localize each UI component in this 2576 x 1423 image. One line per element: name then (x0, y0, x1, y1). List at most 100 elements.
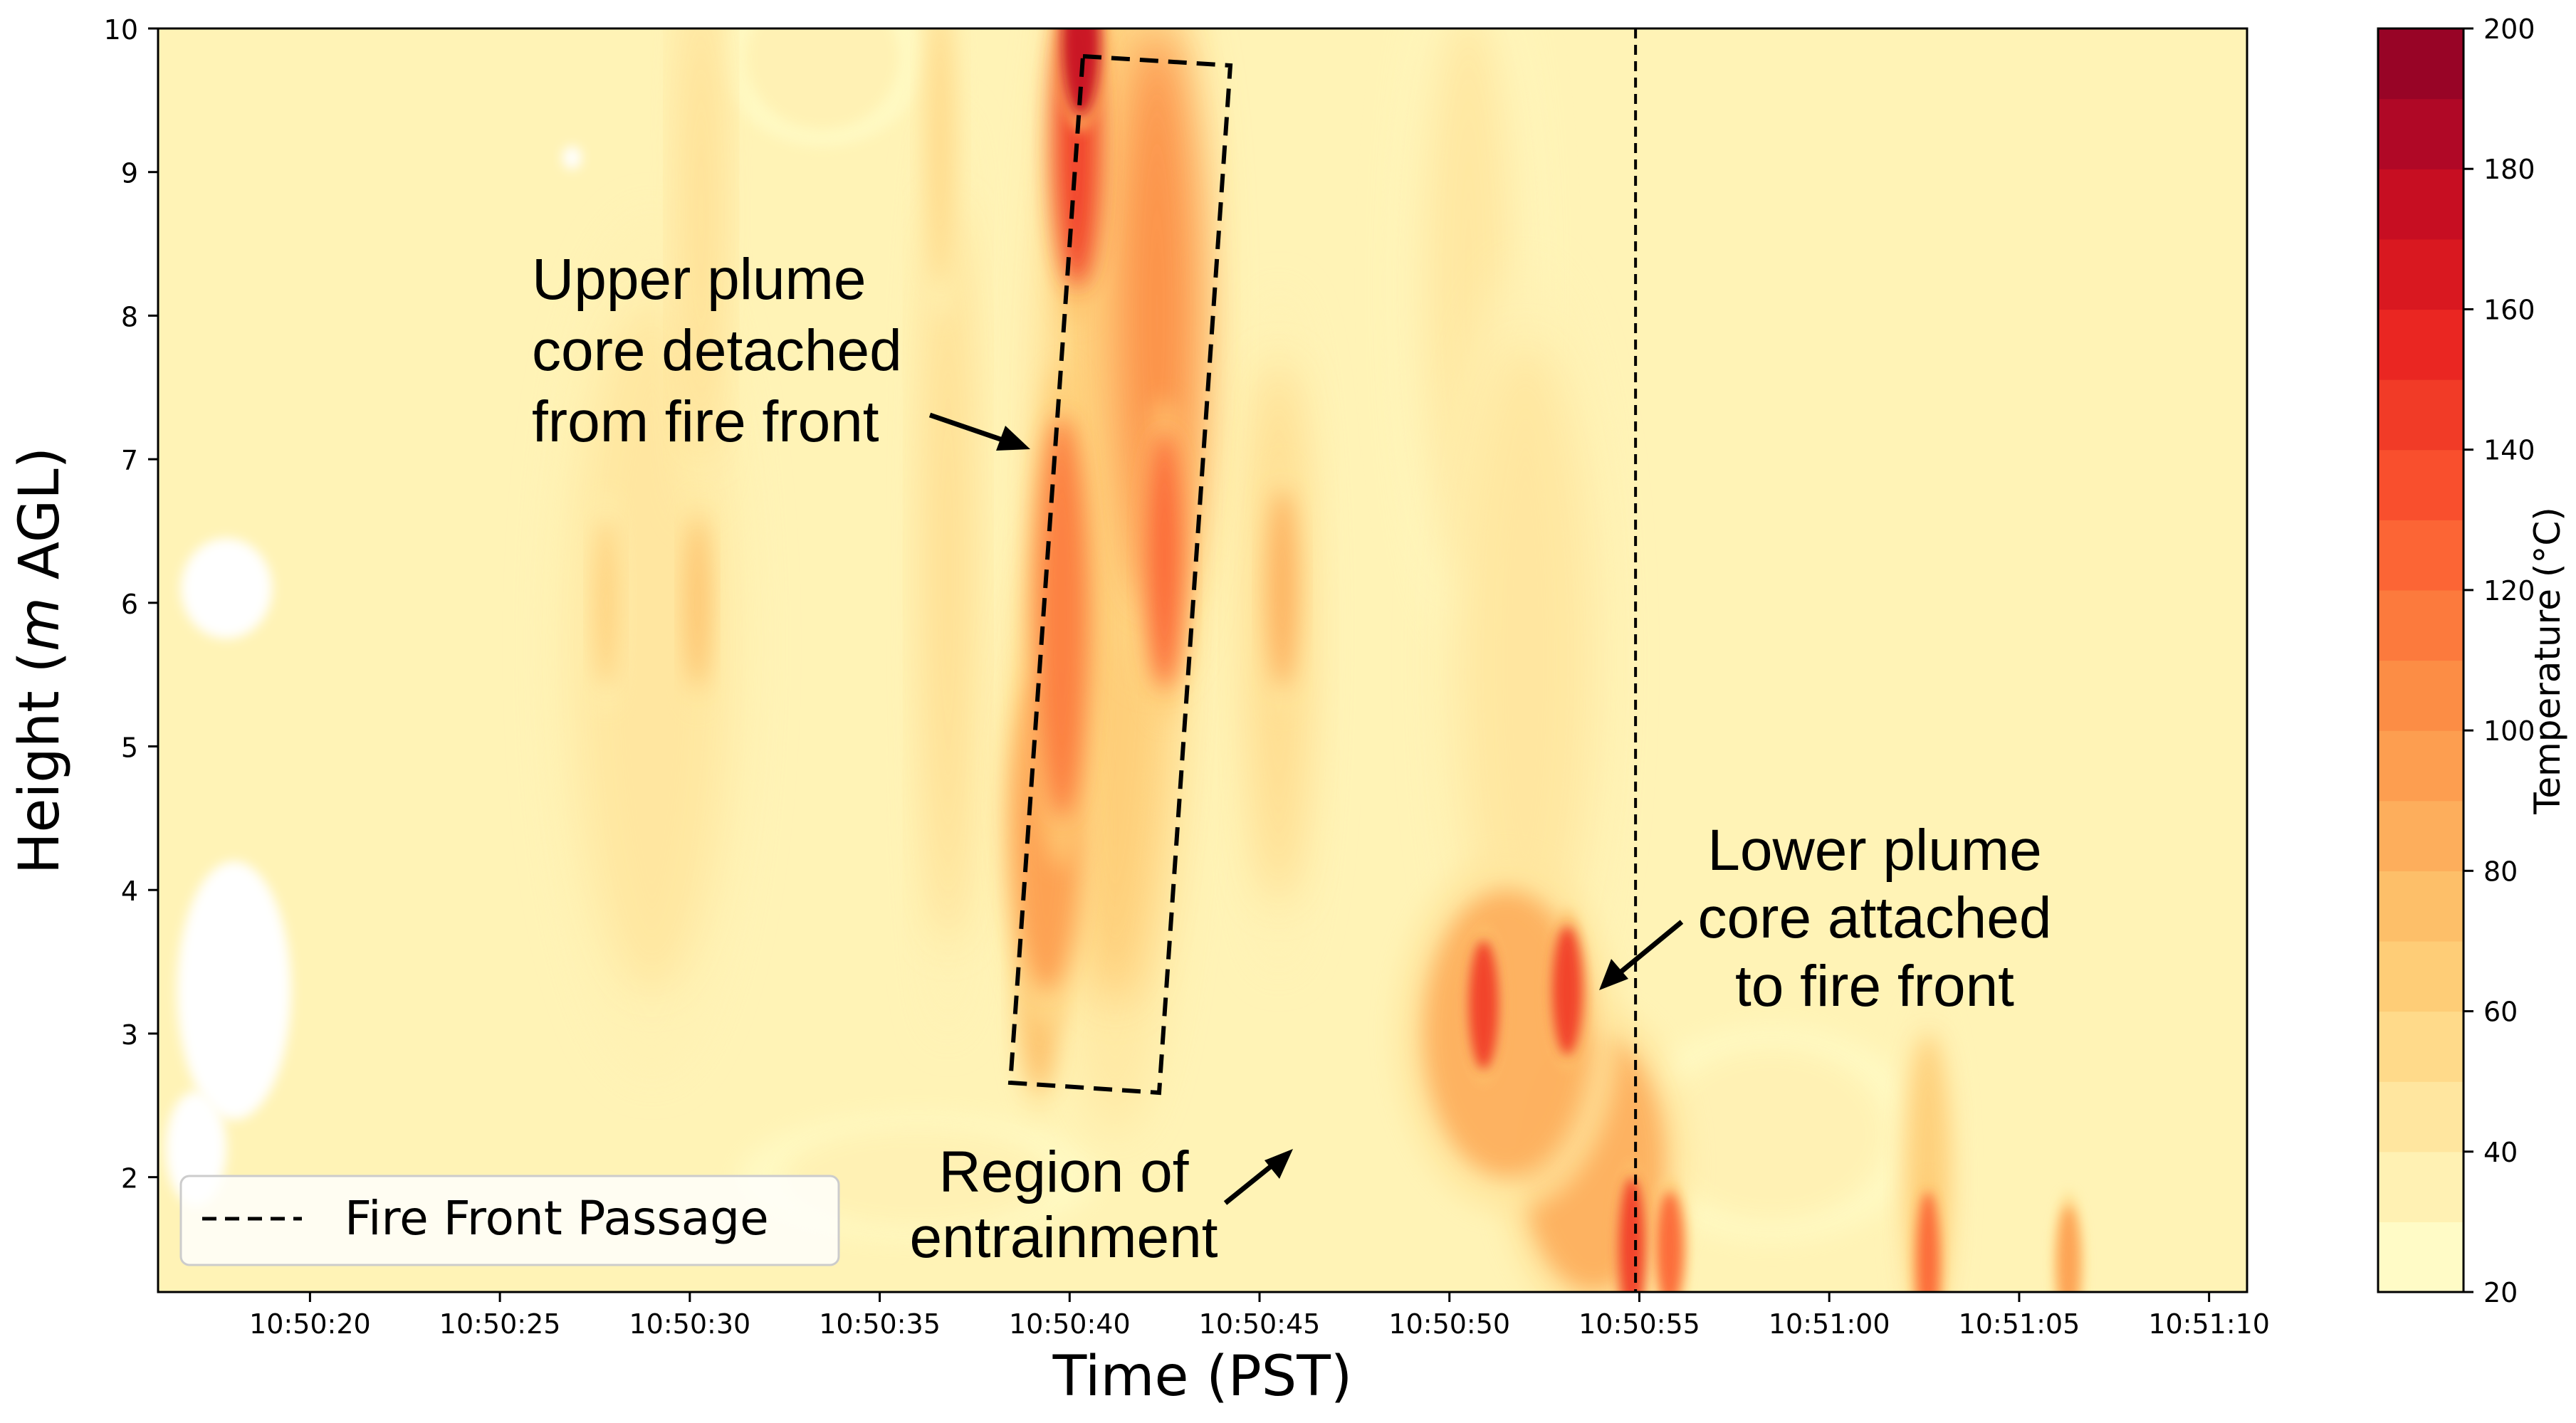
heat-core (1035, 416, 1089, 819)
annotation-lower-line-1: Lower plume (1707, 818, 2041, 883)
y-axis-ticks: 2 3 4 5 6 7 8 9 10 (104, 14, 158, 1194)
colorbar-tick-label: 180 (2483, 154, 2535, 185)
colorbar-segment (2378, 1151, 2464, 1222)
heat-core (1916, 1191, 1939, 1292)
heat-core (1551, 925, 1583, 1056)
annotation-entrainment-line-1: Region of (938, 1140, 1188, 1204)
heat-core (1460, 344, 1591, 977)
legend: Fire Front Passage (179, 1175, 840, 1266)
y-tick-label: 7 (121, 445, 138, 476)
colorbar-segment (2378, 309, 2464, 380)
colorbar-segment (2378, 660, 2464, 731)
colorbar-tick-label: 160 (2483, 294, 2535, 325)
annotation-entrainment: Region of entrainment (909, 1140, 1293, 1270)
heat-core (595, 516, 618, 689)
no-data-region (181, 538, 273, 639)
colorbar-segment (2378, 589, 2464, 661)
arrow-lower-shaft (1616, 920, 1684, 977)
colorbar-segment (2378, 98, 2464, 169)
colorbar-title: Temperature (°C) (2527, 507, 2568, 815)
colorbar-segment (2378, 800, 2464, 871)
x-axis-ticks: 10:50:20 10:50:25 10:50:30 10:50:35 10:50:40… (249, 1292, 2270, 1340)
annotation-lower-line-3: to fire front (1735, 954, 2014, 1019)
colorbar-tick-label: 60 (2483, 997, 2518, 1028)
annotation-entrainment-line-2: entrainment (909, 1205, 1218, 1270)
x-tick-label: 10:50:35 (819, 1308, 941, 1340)
arrow-entrainment-shaft (1223, 1162, 1275, 1205)
x-tick-label: 10:50:55 (1578, 1308, 1700, 1340)
colorbar-segment (2378, 520, 2464, 591)
x-tick-label: 10:51:05 (1959, 1308, 2080, 1340)
y-tick-label: 3 (121, 1019, 138, 1051)
heat-core (925, 201, 971, 947)
legend-label: Fire Front Passage (345, 1191, 769, 1246)
y-tick-label: 4 (121, 876, 138, 907)
colorbar-segment (2378, 28, 2464, 100)
heatmap-layer (549, 28, 2084, 1292)
colorbar-tick-label: 120 (2483, 575, 2535, 607)
legend-box (179, 1175, 840, 1266)
colorbar-segment (2378, 1011, 2464, 1082)
colorbar-segment (2378, 379, 2464, 451)
colorbar-tick-label: 20 (2483, 1277, 2518, 1308)
colorbar-segment (2378, 1081, 2464, 1152)
annotation-upper-line-3: from fire front (532, 389, 879, 454)
colorbar-tick-label: 140 (2483, 435, 2535, 466)
x-tick-label: 10:50:50 (1388, 1308, 1510, 1340)
y-tick-label: 9 (121, 158, 138, 189)
heat-core (785, 1127, 1051, 1228)
colorbar-ticks: 20 40 60 80 100 120 140 160 180 200 (2464, 14, 2535, 1308)
colorbar-segment (2378, 449, 2464, 520)
heat-core (1267, 488, 1298, 689)
colorbar-segment (2378, 1222, 2464, 1293)
arrow-upper-head (996, 426, 1030, 451)
colorbar-segment (2378, 238, 2464, 310)
arrow-entrainment-head (1265, 1149, 1293, 1179)
no-data-region (177, 861, 291, 1120)
x-tick-label: 10:50:30 (629, 1308, 751, 1340)
heat-core (2057, 1206, 2080, 1292)
colorbar-segment (2378, 730, 2464, 802)
y-tick-label: 5 (121, 732, 138, 764)
colorbar-segment (2378, 940, 2464, 1012)
heat-core (1468, 940, 1499, 1070)
detached-plume-box (1007, 53, 1233, 1096)
x-tick-label: 10:50:40 (1009, 1308, 1131, 1340)
heat-core (746, 28, 899, 130)
heat-core (1658, 1048, 1887, 1221)
x-tick-label: 10:50:20 (249, 1308, 371, 1340)
plot-area (158, 28, 2247, 1292)
heat-core (1656, 1191, 1683, 1292)
x-axis-title: Time (PST) (1052, 1345, 1353, 1409)
colorbar-tick-label: 80 (2483, 856, 2518, 887)
annotation-lower-line-2: core attached (1698, 886, 2052, 950)
annotation-upper-line-2: core detached (532, 318, 902, 383)
annotation-upper-plume: Upper plume core detached from fire fron… (532, 247, 1030, 454)
y-axis-title: Height (m AGL) (8, 447, 72, 874)
heat-core (1618, 1177, 1645, 1292)
heat-core (686, 516, 709, 689)
y-tick-label: 10 (104, 14, 138, 46)
no-data-regions (165, 146, 582, 1206)
x-tick-label: 10:51:00 (1769, 1308, 1890, 1340)
annotation-upper-line-1: Upper plume (532, 247, 866, 312)
colorbar-tick-label: 40 (2483, 1137, 2518, 1168)
heat-core (1145, 430, 1184, 689)
plot-frame (157, 27, 2248, 1293)
colorbar-segment (2378, 871, 2464, 942)
arrow-lower-head (1599, 959, 1628, 990)
no-data-region (562, 146, 582, 169)
colorbar-tick-label: 100 (2483, 715, 2535, 747)
heat-core (925, 28, 956, 288)
y-tick-label: 8 (121, 301, 138, 332)
x-tick-label: 10:50:45 (1199, 1308, 1321, 1340)
y-tick-label: 2 (121, 1163, 138, 1194)
colorbar (2378, 28, 2464, 1293)
y-tick-label: 6 (121, 589, 138, 620)
heat-core (682, 28, 721, 460)
colorbar-tick-label: 200 (2483, 14, 2535, 45)
colorbar-frame (2377, 27, 2465, 1293)
annotation-lower-plume: Lower plume core attached to fire front (1599, 818, 2051, 1019)
arrow-upper-shaft (928, 412, 1004, 443)
